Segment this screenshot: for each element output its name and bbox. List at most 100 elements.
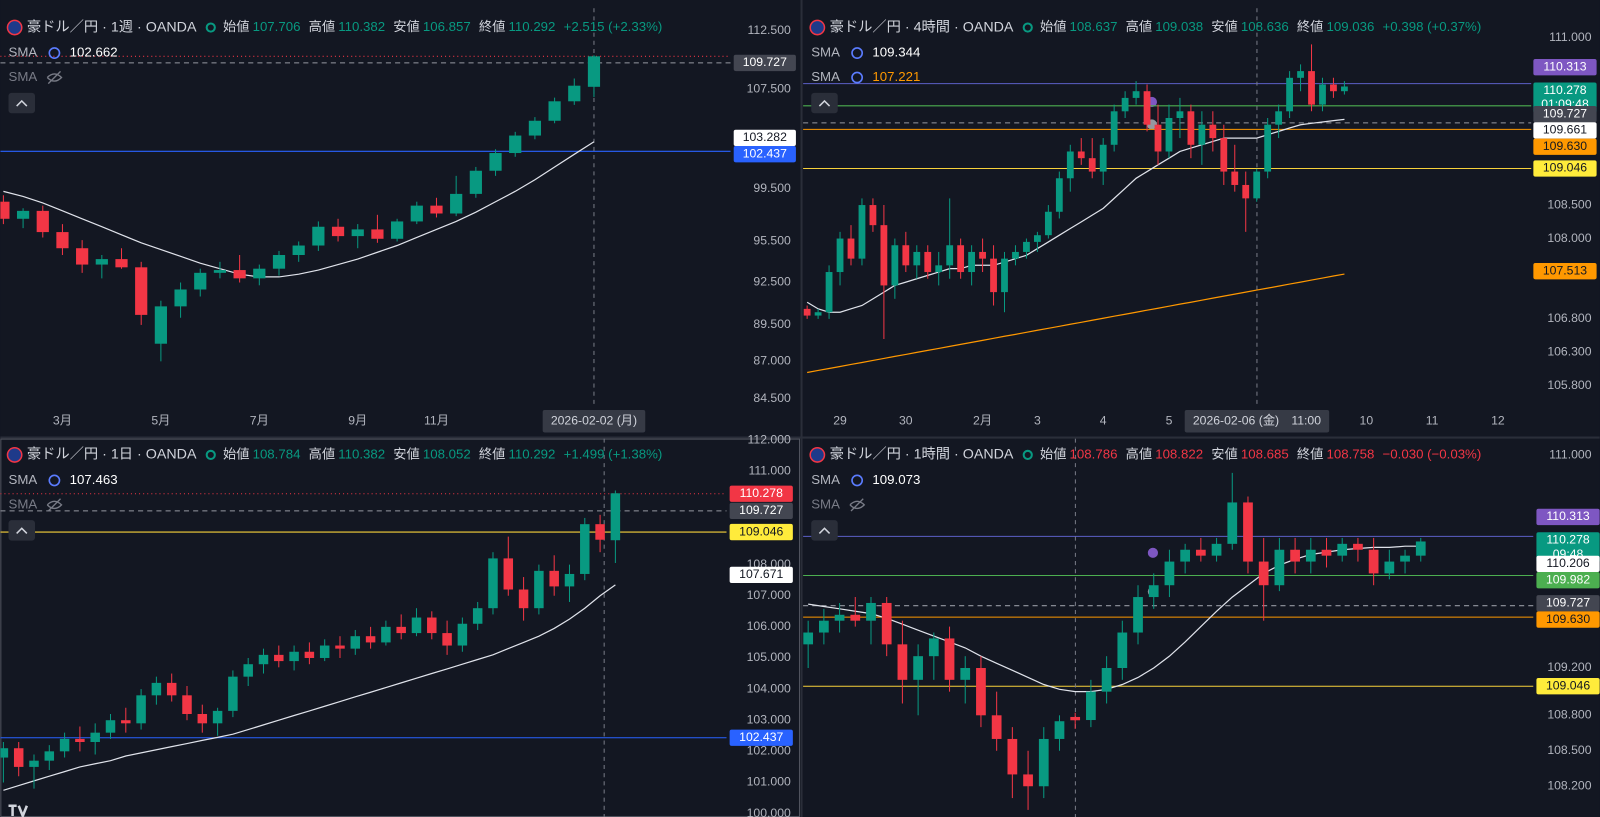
candle-body [488, 558, 498, 609]
y-tick-label: 95.500 [753, 234, 791, 248]
y-tick-label: 108.500 [1547, 197, 1591, 211]
price-badge [1533, 263, 1597, 280]
candle-body [976, 668, 986, 716]
y-tick-label: 89.500 [753, 317, 791, 331]
collapse-button[interactable] [811, 520, 838, 541]
crosshair-label: 2026-02-06 (金) 11:00 [1193, 412, 1321, 427]
ohlc-label: 高値 [309, 18, 336, 34]
price-badge [729, 523, 793, 541]
candle-body [564, 573, 575, 587]
collapse-button[interactable] [8, 92, 36, 114]
candle-body [1319, 84, 1326, 105]
plot-area [803, 8, 1532, 408]
candle-body [0, 748, 9, 758]
candle-body [135, 267, 148, 315]
x-tick-label: 9月 [348, 413, 367, 427]
collapse-button[interactable] [8, 520, 36, 541]
candle-body [213, 270, 227, 273]
candle-body [825, 272, 833, 313]
candle-body [1154, 124, 1162, 152]
candle-body [1209, 124, 1217, 139]
candle-body [1132, 91, 1140, 98]
candle-body [396, 626, 406, 634]
symbol-title: 豪ドル／円 · 1時間 · OANDA [830, 446, 1014, 463]
price-badge [729, 485, 793, 502]
candle-body [991, 715, 1002, 739]
ohlc-label: 始値 [1040, 19, 1067, 34]
price-badge-label: 103.282 [743, 130, 787, 144]
candle-body [1353, 543, 1363, 550]
price-badge-label: 109.630 [1543, 139, 1587, 153]
candle-body [258, 654, 269, 665]
y-tick-label: 87.000 [753, 354, 791, 368]
price-badge [733, 146, 796, 163]
price-badge [729, 502, 793, 520]
candle-body [880, 225, 888, 286]
candle-body [1341, 86, 1348, 92]
candle-body [212, 710, 223, 724]
candle-body [818, 620, 829, 633]
candle-body [858, 205, 866, 259]
sma-line [3, 141, 595, 278]
ohlc-label: 終値 [479, 446, 506, 461]
candle-body [1258, 561, 1269, 586]
collapse-chevron [818, 527, 831, 534]
ohlc-value: 108.784 [253, 446, 301, 461]
candle-body [16, 210, 30, 219]
y-tick-label: 109.200 [1547, 660, 1591, 674]
candle-body [95, 259, 108, 265]
candle-body [75, 738, 85, 743]
collapse-button[interactable] [811, 92, 838, 114]
candle-body [935, 265, 943, 273]
candle-body [866, 602, 876, 621]
price-badge [1536, 508, 1600, 526]
indicator-name: SMA [811, 496, 840, 511]
price-badge-label: 109.727 [1546, 595, 1590, 609]
market-status [205, 22, 216, 33]
price-badge [1536, 532, 1600, 563]
market-status [205, 449, 216, 461]
candle-body [1143, 91, 1151, 125]
candle-body [1088, 158, 1096, 172]
candle-body [194, 272, 207, 290]
candle-body [115, 259, 128, 268]
candle-body [1274, 549, 1285, 586]
price-badge [1536, 572, 1600, 589]
candle-body [1012, 251, 1019, 259]
candle-body [928, 638, 939, 657]
price-change: +2.515 (+2.33%) [564, 19, 663, 34]
candle-body [0, 201, 10, 219]
x-tick-label: 11 [1426, 413, 1439, 427]
candle-body [312, 226, 325, 246]
x-tick-label: 3 [1034, 413, 1041, 427]
ohlc-value: 108.637 [1070, 19, 1118, 34]
candle-body [960, 668, 971, 680]
ohlc-label: 安値 [1211, 446, 1238, 461]
candle-body [548, 101, 561, 121]
active-panel-outline [0, 438, 800, 817]
price-badge-label: 109.727 [743, 55, 787, 69]
y-tick-label: 111.000 [1549, 447, 1592, 461]
candle-body [427, 617, 437, 634]
price-change: +1.499 (+1.38%) [564, 446, 663, 461]
candle-body [850, 614, 861, 621]
price-badge-label: 110.278 [1546, 533, 1589, 547]
price-badge-label: 109.046 [1543, 161, 1587, 175]
price-badge [733, 54, 796, 72]
ohlc-value: 109.038 [1155, 19, 1203, 34]
price-badge-label: 109.661 [1543, 123, 1587, 137]
candle-body [289, 651, 299, 662]
alert-icon[interactable] [1147, 547, 1159, 558]
price-badge-label: 102.437 [743, 146, 787, 160]
price-badge [1536, 555, 1600, 573]
collapse-chevron [16, 527, 28, 534]
indicator-icon [851, 71, 864, 84]
candle-body [430, 205, 443, 214]
candle-body [834, 614, 845, 621]
x-tick-label: 3月 [53, 413, 72, 427]
candle-body [1038, 738, 1049, 787]
candle-body [381, 626, 391, 643]
candle-body [979, 251, 986, 259]
candle-body [1243, 502, 1253, 562]
